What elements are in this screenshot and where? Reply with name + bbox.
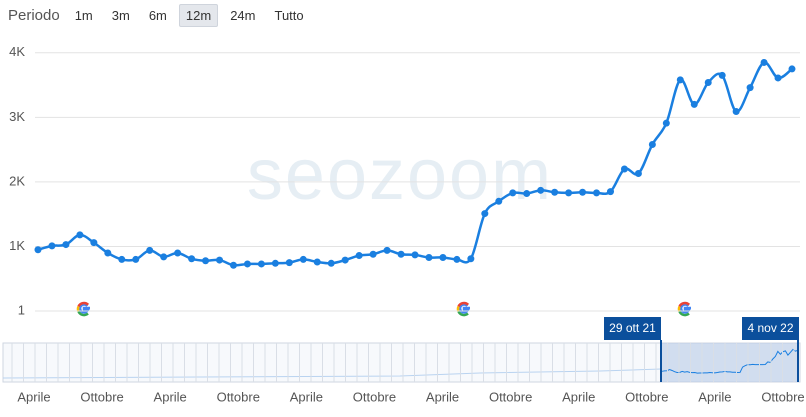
data-point xyxy=(704,78,712,86)
data-point xyxy=(523,190,531,198)
range-label: 29 ott 21 xyxy=(609,321,656,335)
y-tick-label: 1K xyxy=(9,238,25,253)
y-tick-label: 2K xyxy=(9,173,25,188)
range-flag xyxy=(604,317,661,340)
navigator-x-label: Aprile xyxy=(290,389,323,404)
data-point xyxy=(383,246,391,254)
data-point xyxy=(551,188,559,196)
navigator-x-label: Ottobre xyxy=(353,389,396,404)
data-point xyxy=(202,257,210,265)
data-point xyxy=(188,255,196,263)
data-point xyxy=(481,210,489,218)
data-point xyxy=(160,253,168,261)
navigator-x-label: Ottobre xyxy=(489,389,532,404)
data-point xyxy=(774,74,782,82)
data-point xyxy=(537,186,545,194)
data-point xyxy=(299,255,307,263)
data-point xyxy=(313,258,321,266)
range-flag xyxy=(742,317,799,340)
data-point xyxy=(606,188,614,196)
data-point xyxy=(369,250,377,258)
data-point xyxy=(634,170,642,178)
data-point xyxy=(620,165,628,173)
period-button[interactable]: 24m xyxy=(230,7,256,23)
navigator-x-label: Ottobre xyxy=(80,389,123,404)
google-icon xyxy=(677,301,691,317)
data-point xyxy=(327,259,335,267)
data-point xyxy=(467,255,475,263)
data-point xyxy=(118,255,126,263)
navigator-x-label: Aprile xyxy=(426,389,459,404)
y-tick-label: 1 xyxy=(18,302,25,317)
data-point xyxy=(34,246,42,254)
data-point xyxy=(174,249,182,257)
data-point xyxy=(648,140,656,148)
period-button[interactable]: 3m xyxy=(111,7,130,23)
navigator-x-label: Aprile xyxy=(562,389,595,404)
data-point xyxy=(62,241,70,249)
navigator-x-label: Aprile xyxy=(154,389,187,404)
data-point xyxy=(104,249,112,257)
data-point xyxy=(243,260,251,268)
period-button[interactable]: 6m xyxy=(148,7,167,23)
navigator-x-label: Ottobre xyxy=(625,389,668,404)
data-point xyxy=(411,251,419,259)
data-point xyxy=(146,246,154,254)
data-point xyxy=(425,253,433,261)
data-point xyxy=(509,189,517,197)
y-tick-label: 4K xyxy=(9,44,25,59)
data-point xyxy=(453,255,461,263)
navigator-x-label: Ottobre xyxy=(761,389,804,404)
google-icon xyxy=(456,301,470,317)
data-point xyxy=(216,256,224,264)
data-point xyxy=(718,71,726,79)
data-point xyxy=(662,119,670,127)
navigator-x-label: Aprile xyxy=(698,389,731,404)
data-point xyxy=(760,58,768,66)
data-point xyxy=(341,256,349,264)
navigator-selection[interactable] xyxy=(661,343,799,382)
data-point xyxy=(565,189,573,197)
data-point xyxy=(257,260,265,268)
data-point xyxy=(495,197,503,205)
period-button[interactable]: 12m xyxy=(178,3,219,27)
data-point xyxy=(676,76,684,84)
navigator-line xyxy=(661,348,799,374)
toolbar: Periodo 1m 3m 6m 12m 24m Tutto xyxy=(8,3,316,27)
data-point xyxy=(229,261,237,269)
period-button[interactable]: 1m xyxy=(74,7,93,23)
data-point xyxy=(593,189,601,197)
navigator-x-label: Ottobre xyxy=(217,389,260,404)
data-point xyxy=(690,100,698,108)
data-point xyxy=(788,65,796,73)
range-label: 4 nov 22 xyxy=(747,321,793,335)
data-point xyxy=(579,188,587,196)
data-point xyxy=(90,239,98,247)
navigator-x-label: Aprile xyxy=(17,389,50,404)
data-point xyxy=(746,84,754,92)
data-point xyxy=(132,255,140,263)
data-point xyxy=(271,259,279,267)
period-label: Periodo xyxy=(8,6,60,24)
google-icon xyxy=(76,301,90,317)
data-point xyxy=(48,242,56,250)
y-tick-label: 3K xyxy=(9,109,25,124)
data-point xyxy=(76,231,84,239)
data-point xyxy=(397,250,405,258)
data-point xyxy=(355,252,363,260)
data-point xyxy=(285,259,293,267)
data-point xyxy=(732,108,740,116)
watermark: seozoom xyxy=(247,135,553,215)
period-button[interactable]: Tutto xyxy=(274,7,304,23)
data-point xyxy=(439,253,447,261)
